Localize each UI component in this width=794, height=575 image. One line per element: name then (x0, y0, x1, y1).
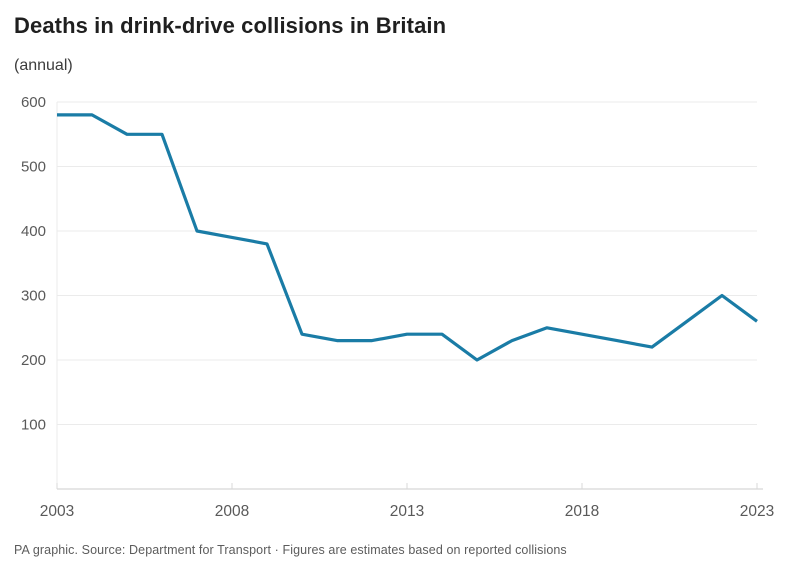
y-tick-label: 400 (21, 223, 46, 240)
x-tick-label: 2013 (390, 503, 424, 520)
y-tick-label: 600 (21, 94, 46, 111)
data-line (57, 113, 758, 362)
chart-subtitle: (annual) (14, 57, 73, 74)
y-tick-label: 500 (21, 159, 46, 176)
y-tick-label: 100 (21, 417, 46, 434)
chart-title: Deaths in drink-drive collisions in Brit… (14, 13, 447, 38)
x-tick-label: 2003 (40, 503, 74, 520)
x-tick-label: 2023 (740, 503, 774, 520)
source-caption: PA graphic. Source: Department for Trans… (14, 543, 567, 557)
y-tick-label: 300 (21, 288, 46, 305)
x-tick-label: 2008 (215, 503, 249, 520)
x-tick-label: 2018 (565, 503, 599, 520)
y-tick-label: 200 (21, 352, 46, 369)
